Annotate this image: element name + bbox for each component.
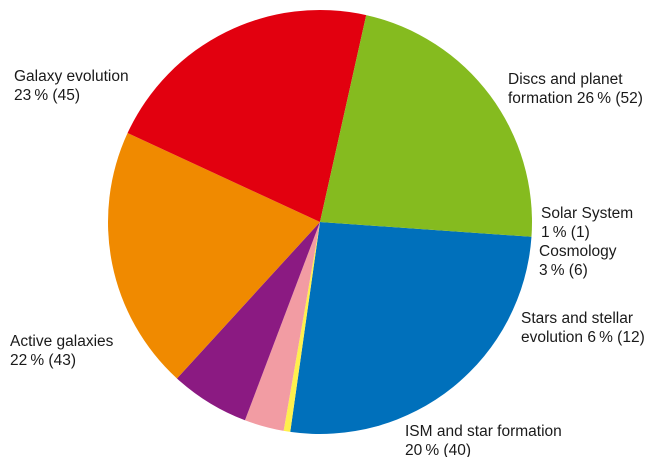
- pie-slice-solar-system: [283, 222, 320, 432]
- pie-slice-ism-and-star-formation: [107, 133, 320, 379]
- pie-labels: Discs and planet formation 26 % (52) Solar…: [10, 68, 645, 457]
- slice-label-line: formation 26 % (52): [508, 90, 643, 107]
- pie-slices: [107, 10, 532, 434]
- slice-label-line: Discs and planet: [508, 71, 623, 88]
- slice-label-solar-system: Solar System 1 % (1): [541, 205, 633, 241]
- slice-label-galaxy-evolution: Galaxy evolution 23 % (45): [14, 68, 129, 104]
- slice-label-line: 23 % (45): [14, 87, 80, 104]
- slice-label-active-galaxies: Active galaxies 22 % (43): [10, 333, 114, 369]
- slice-label-stars-and-stellar-evolution: Stars and stellar evolution 6 % (12): [521, 310, 645, 346]
- slice-label-discs-and-planet-formation: Discs and planet formation 26 % (52): [508, 71, 643, 107]
- pie-slice-active-galaxies: [127, 10, 367, 223]
- slice-label-line: Stars and stellar: [521, 310, 633, 327]
- slice-label-line: 1 % (1): [541, 224, 590, 241]
- pie-slice-cosmology: [244, 222, 320, 431]
- pie-slice-stars-and-stellar-evolution: [176, 222, 320, 421]
- slice-label-line: 22 % (43): [10, 352, 76, 369]
- slice-label-line: 3 % (6): [539, 262, 588, 279]
- slice-label-line: Solar System: [541, 205, 633, 222]
- slice-label-line: evolution 6 % (12): [521, 329, 645, 346]
- pie-slice-galaxy-evolution: [320, 15, 532, 237]
- slice-label-cosmology: Cosmology 3 % (6): [539, 243, 617, 279]
- pie-slice-discs-and-planet-formation: [290, 222, 532, 434]
- slice-label-line: Galaxy evolution: [14, 68, 129, 85]
- slice-label-line: Cosmology: [539, 243, 617, 260]
- slice-label-ism-and-star-formation: ISM and star formation 20 % (40): [405, 423, 562, 457]
- slice-label-line: 20 % (40): [405, 442, 471, 457]
- slice-label-line: Active galaxies: [10, 333, 114, 350]
- slice-label-line: ISM and star formation: [405, 423, 562, 440]
